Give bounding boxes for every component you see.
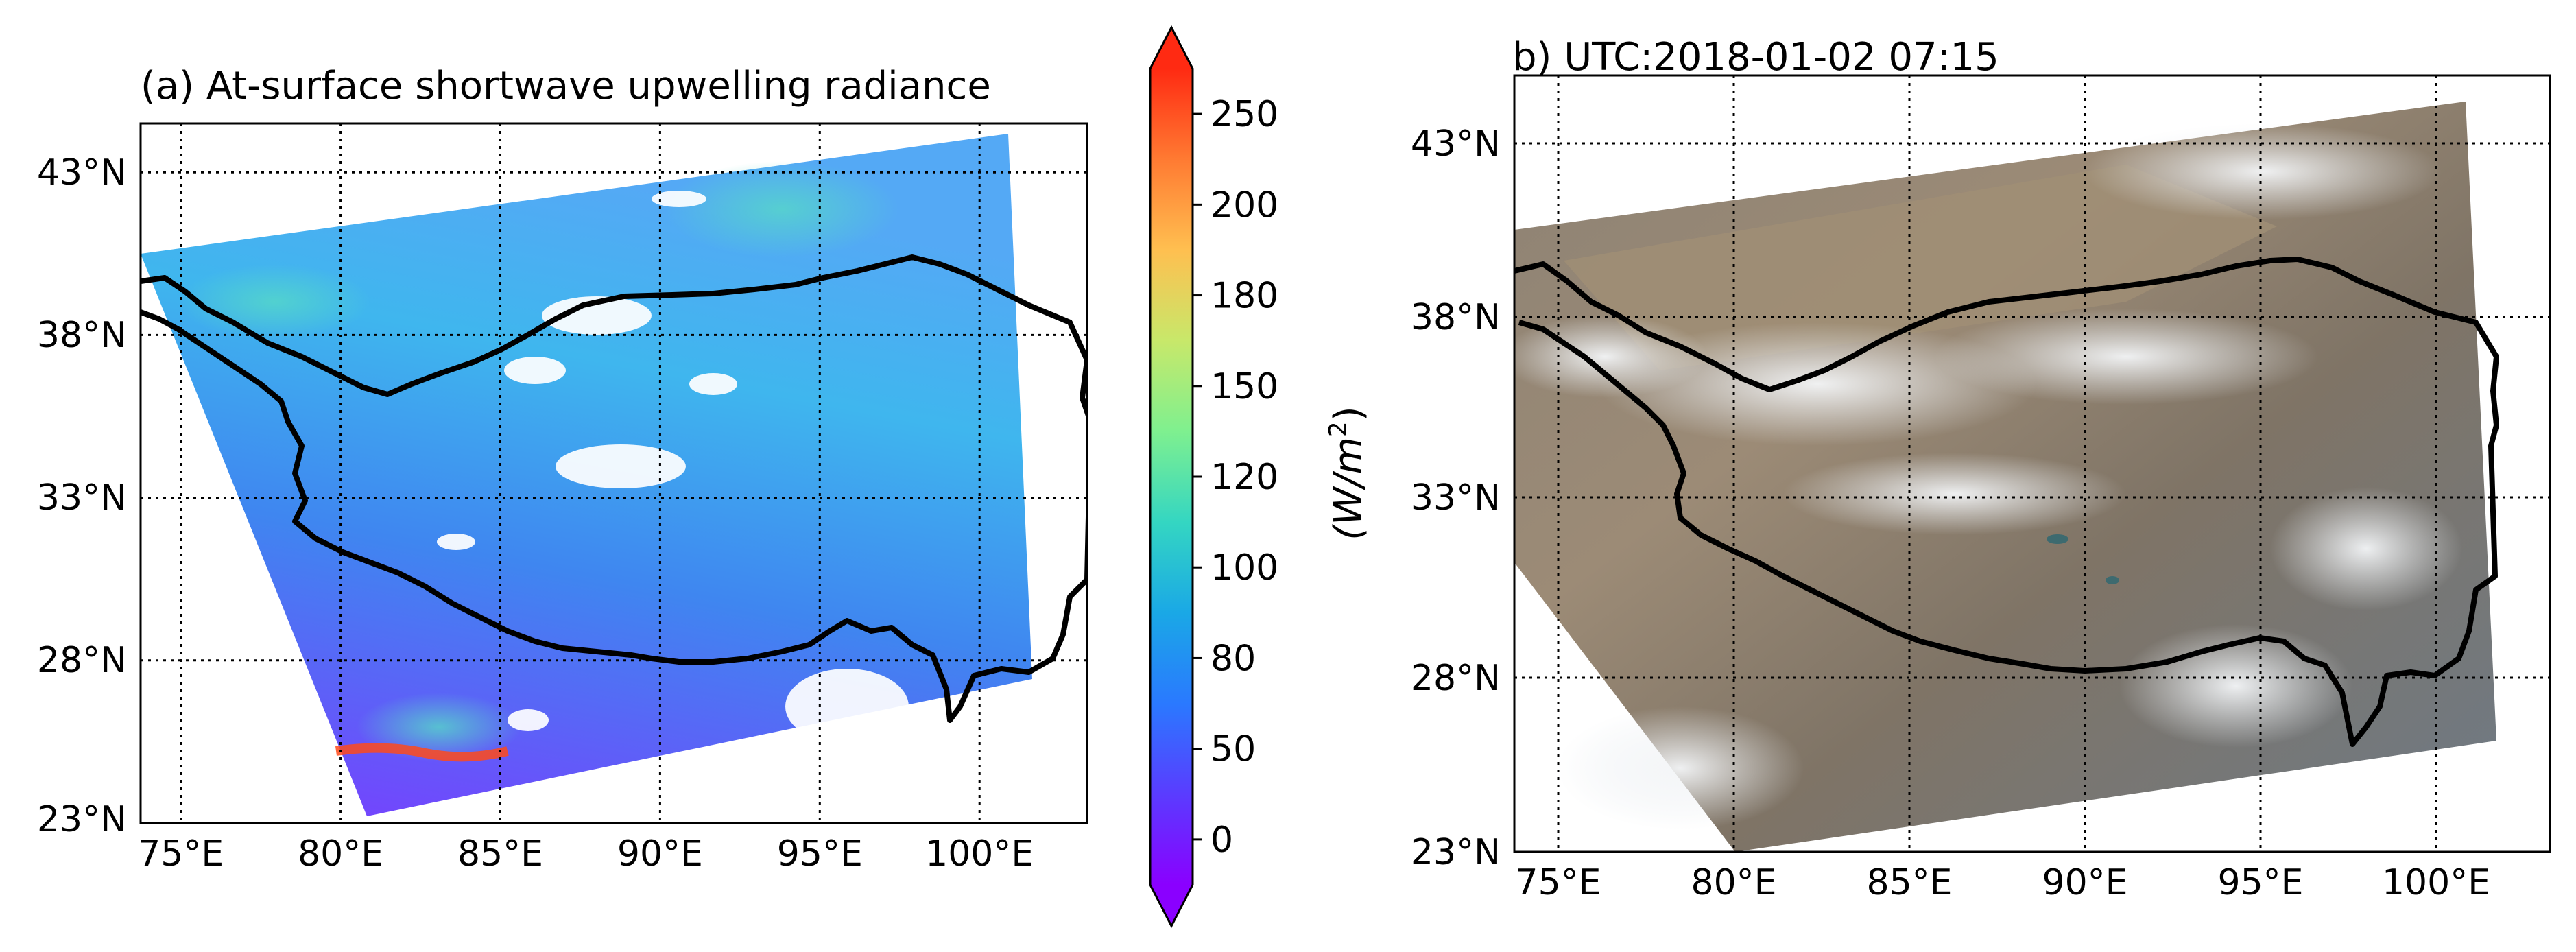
- colorbar-tick-label: 120: [1211, 457, 1278, 498]
- panel-b-desert: [1564, 165, 2277, 370]
- panel-b-frame: [1513, 74, 2551, 853]
- panel-a-ytick-label: 33°N: [37, 477, 127, 519]
- panel-a-ytick-label: 38°N: [37, 315, 127, 356]
- panel-b-lake: [2106, 576, 2119, 584]
- panel-a-green-patch: [665, 161, 898, 257]
- colorbar-tick-label: 200: [1211, 185, 1278, 226]
- panel-a-xtick-label: 80°E: [298, 833, 383, 874]
- panel-a-grid: [141, 123, 1087, 824]
- panel-a-xtick-label: 100°E: [925, 833, 1034, 874]
- colorbar-extend-top: [1150, 27, 1193, 69]
- panel-b-cloud: [2270, 487, 2462, 610]
- colorbar-tick-label: 100: [1211, 547, 1278, 588]
- panel-a-ytick-label: 28°N: [37, 640, 127, 681]
- panel-b-xtick-label: 90°E: [2042, 862, 2127, 903]
- panel-b-cloud: [1598, 322, 2037, 446]
- panel-b-ytick-label: 28°N: [1411, 658, 1501, 699]
- colorbar-tick-label: 180: [1211, 276, 1278, 317]
- panel-a-image: [141, 134, 1032, 816]
- panel-a-cloud-blobs: [437, 191, 909, 744]
- panel-b-boundary: [1514, 257, 2499, 747]
- panel-a-xticks: 75°E 80°E 85°E 90°E 95°E 100°E: [138, 833, 1034, 874]
- panel-b-cloud: [1557, 706, 1804, 830]
- panel-b-cloud: [1934, 309, 2318, 405]
- panel-a-frame: [139, 122, 1088, 824]
- panel-b-xtick-label: 80°E: [1691, 862, 1776, 903]
- panel-b-ytick-label: 43°N: [1411, 123, 1501, 165]
- panel-b-xtick-label: 95°E: [2217, 862, 2303, 903]
- panel-a-xtick-label: 90°E: [617, 833, 703, 874]
- colorbar-tick-label: 0: [1211, 820, 1233, 861]
- colorbar-tick-label: 50: [1211, 729, 1256, 770]
- colorbar-ticks: 0 50 80 100 120 150 180 200 250: [1193, 94, 1278, 861]
- panel-a-title: (a) At-surface shortwave upwelling radia…: [141, 64, 991, 108]
- colorbar-tick-label: 80: [1211, 638, 1256, 679]
- panel-b-image: [1514, 102, 2496, 852]
- panel-b-lake: [2047, 534, 2068, 544]
- panel-b-title: b) UTC:2018-01-02 07:15: [1512, 35, 1999, 80]
- panel-a-yticks: 43°N 38°N 33°N 28°N 23°N: [37, 152, 127, 840]
- panel-a-ytick-label: 43°N: [37, 152, 127, 193]
- panel-b-grid: [1514, 75, 2550, 852]
- panel-b-ytick-label: 38°N: [1411, 297, 1501, 338]
- colorbar: 0 50 80 100 120 150 180 200 250 (W/m2): [1149, 25, 1371, 929]
- panel-b-yticks: 43°N 38°N 33°N 28°N 23°N: [1411, 123, 1501, 873]
- colorbar-tick-label: 150: [1211, 366, 1278, 407]
- panel-b-ytick-label: 23°N: [1411, 832, 1501, 873]
- panel-b-cloud: [2119, 624, 2352, 748]
- panel-b-ytick-label: 33°N: [1411, 477, 1501, 519]
- colorbar-outline: [1149, 25, 1194, 929]
- colorbar-extend-bottom: [1150, 885, 1193, 926]
- panel-a-xtick-label: 75°E: [138, 833, 224, 874]
- panel-a: (a) At-surface shortwave upwelling radia…: [37, 64, 1088, 874]
- colorbar-tick-label: 250: [1211, 94, 1278, 135]
- panel-b-xtick-label: 75°E: [1515, 862, 1601, 903]
- panel-a-xtick-label: 95°E: [777, 833, 863, 874]
- panel-b-cloud: [2085, 123, 2442, 219]
- colorbar-label: (W/m2): [1324, 406, 1371, 540]
- panel-a-xtick-label: 85°E: [457, 833, 543, 874]
- panel-b-xtick-label: 85°E: [1866, 862, 1952, 903]
- panel-a-hot-streak: [335, 743, 509, 762]
- panel-b-xticks: 75°E 80°E 85°E 90°E 95°E 100°E: [1515, 862, 2490, 903]
- panel-a-boundary: [141, 254, 1087, 723]
- panel-b: b) UTC:2018-01-02 07:15: [1411, 35, 2551, 903]
- panel-b-xtick-label: 100°E: [2382, 862, 2490, 903]
- colorbar-body: [1150, 69, 1193, 885]
- panel-b-cloud: [1783, 453, 2126, 535]
- panel-a-ytick-label: 23°N: [37, 799, 127, 840]
